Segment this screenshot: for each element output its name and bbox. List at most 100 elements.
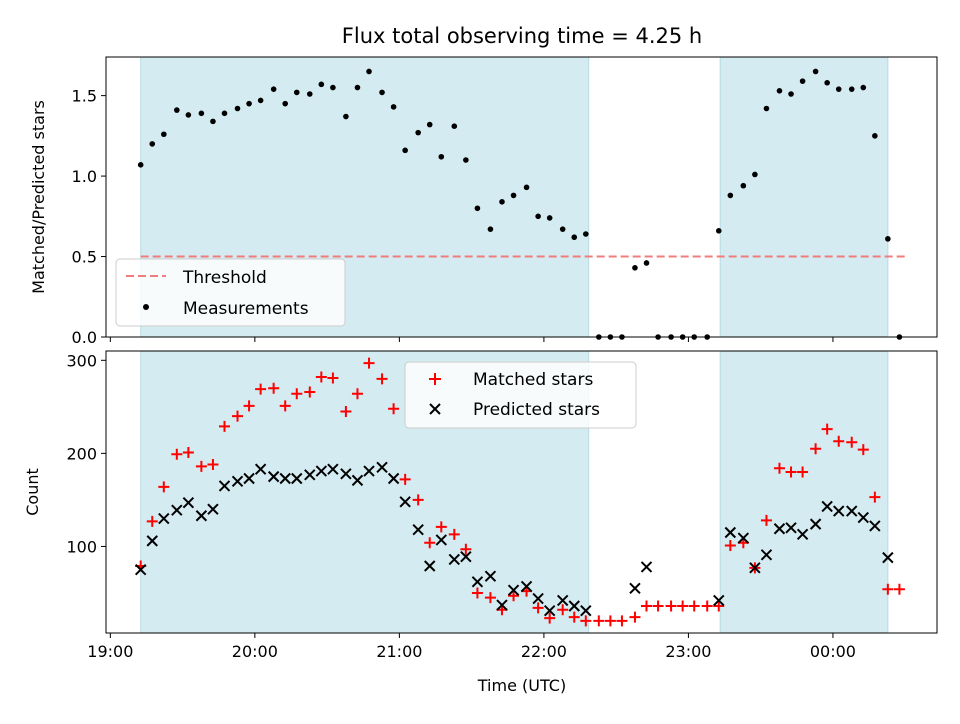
measurement-point-36 — [571, 234, 578, 241]
predicted-point-2 — [158, 512, 170, 525]
matched-point-10 — [255, 383, 267, 395]
measurement-point-49 — [727, 192, 734, 199]
predicted-point-17 — [340, 468, 352, 480]
matched-point-17 — [340, 405, 352, 417]
predicted-point-50 — [833, 505, 845, 517]
matched-point-13 — [291, 388, 303, 400]
predicted-point-1 — [146, 535, 158, 547]
measurement-point-4 — [185, 112, 192, 118]
measurement-point-51 — [752, 171, 758, 178]
measurement-point-2 — [161, 131, 167, 138]
measurement-point-17 — [343, 113, 349, 120]
measurement-point-5 — [198, 110, 205, 117]
matched-point-16 — [327, 372, 339, 384]
top-y-axis-label: Matched/Predicted stars — [29, 100, 48, 294]
predicted-point-39 — [640, 561, 653, 573]
predicted-point-43 — [749, 562, 761, 574]
measurement-point-55 — [799, 78, 806, 84]
top-y-tick-label-1: 0.5 — [72, 248, 97, 267]
measurement-point-48 — [715, 227, 722, 234]
measurement-point-60 — [860, 84, 867, 91]
predicted-point-51 — [846, 505, 858, 517]
matched-point-1 — [146, 515, 158, 527]
matched-point-39 — [604, 615, 616, 627]
predicted-point-5 — [195, 510, 208, 522]
matched-point-5 — [195, 460, 207, 472]
predicted-point-47 — [796, 528, 809, 541]
predicted-point-38 — [629, 582, 641, 595]
matched-point-11 — [268, 382, 280, 394]
measurement-point-59 — [848, 86, 855, 92]
measurement-point-33 — [535, 213, 541, 220]
measurement-point-41 — [632, 265, 638, 271]
predicted-point-23 — [412, 523, 424, 536]
measurement-point-11 — [270, 86, 277, 92]
predicted-point-21 — [387, 472, 400, 485]
measurement-point-8 — [234, 105, 241, 112]
measurement-point-22 — [402, 147, 408, 154]
predicted-point-32 — [520, 580, 533, 593]
bottom-panel: 100 200 300 19:00 20:00 21:00 22:00 23:00 00:00… — [23, 350, 938, 695]
predicted-point-6 — [207, 503, 219, 515]
predicted-point-36 — [568, 600, 580, 612]
predicted-point-40 — [713, 594, 725, 607]
matched-point-37 — [580, 615, 592, 627]
x-tick-label-3: 22:00 — [521, 642, 567, 661]
measurement-point-16 — [330, 84, 336, 91]
matched-point-8 — [232, 410, 244, 422]
measurement-point-27 — [463, 157, 469, 163]
matched-point-55 — [797, 466, 809, 478]
matched-point-15 — [315, 371, 327, 383]
predicted-point-53 — [869, 520, 881, 532]
predicted-point-28 — [471, 576, 484, 588]
predicted-point-10 — [254, 463, 267, 475]
predicted-point-19 — [363, 465, 375, 477]
matched-point-28 — [471, 587, 483, 599]
predicted-point-52 — [857, 511, 870, 524]
matched-point-44 — [665, 600, 677, 612]
measurement-point-42 — [643, 260, 650, 266]
matched-point-27 — [460, 543, 472, 555]
predicted-point-33 — [532, 592, 544, 605]
predicted-point-30 — [496, 599, 508, 611]
measurement-point-20 — [379, 89, 385, 96]
matched-point-9 — [243, 400, 255, 412]
measurement-point-56 — [812, 68, 819, 75]
matched-point-35 — [557, 604, 569, 616]
measurement-point-14 — [306, 91, 313, 97]
x-tick-label-0: 19:00 — [87, 642, 133, 661]
predicted-point-12 — [279, 472, 291, 485]
matched-point-4 — [182, 446, 194, 458]
predicted-point-31 — [507, 584, 520, 596]
measurement-point-12 — [282, 100, 289, 107]
bot-observing-window-1 — [719, 350, 889, 634]
predicted-point-45 — [773, 523, 786, 535]
measurement-point-31 — [510, 192, 517, 199]
matched-point-38 — [593, 615, 605, 627]
predicted-point-35 — [556, 594, 569, 607]
measurement-point-32 — [523, 184, 530, 191]
matched-point-43 — [652, 600, 664, 612]
measurement-point-24 — [426, 121, 433, 128]
measurement-point-35 — [559, 226, 566, 232]
legend-matched-label: Matched stars — [473, 370, 593, 390]
matched-point-18 — [351, 388, 363, 400]
measurement-point-10 — [257, 97, 264, 104]
matched-point-12 — [279, 400, 291, 412]
matched-point-41 — [629, 611, 641, 623]
top-observing-window-1 — [719, 56, 889, 338]
predicted-point-54 — [882, 551, 894, 564]
matched-point-24 — [424, 537, 436, 549]
predicted-point-11 — [267, 470, 280, 483]
legend-threshold-label: Threshold — [182, 268, 267, 288]
measurement-point-3 — [174, 107, 180, 113]
matched-point-42 — [641, 600, 653, 612]
x-tick-label-4: 23:00 — [665, 642, 711, 661]
x-tick-label-1: 20:00 — [232, 642, 278, 661]
measurement-point-7 — [221, 110, 228, 117]
matched-point-22 — [399, 473, 411, 485]
predicted-point-0 — [134, 564, 147, 576]
measurement-point-52 — [763, 105, 770, 112]
matched-point-45 — [677, 600, 689, 612]
